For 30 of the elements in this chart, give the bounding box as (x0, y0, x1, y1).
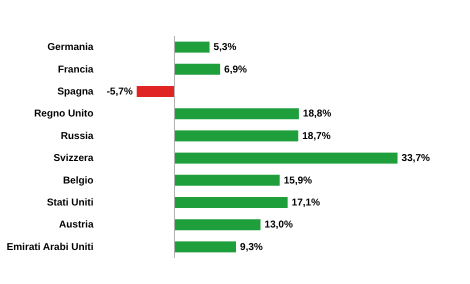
y-tick-label: Emirati Arabi Uniti (6, 242, 94, 253)
y-tick-label: Belgio (62, 175, 94, 186)
y-tick-label: Svizzera (53, 153, 94, 164)
bar (174, 130, 298, 142)
y-tick-label: Germania (47, 42, 94, 54)
data-label: 5,3% (214, 42, 236, 54)
data-label: 6,9% (224, 64, 248, 76)
bar (174, 197, 288, 208)
data-label: -5,7% (106, 86, 133, 98)
bar (136, 86, 174, 97)
y-tick-label: Austria (59, 220, 94, 231)
data-label: 17,1% (292, 198, 320, 208)
y-tick-label: Russia (60, 130, 94, 142)
bar (174, 64, 220, 75)
bar (174, 42, 210, 53)
y-tick-label: Francia (58, 64, 94, 76)
bar (174, 152, 398, 164)
y-tick-label: Stati Uniti (46, 198, 94, 208)
bar (174, 241, 236, 252)
bar (174, 174, 280, 186)
y-tick-label: Spagna (57, 86, 94, 98)
data-label: 9,3% (240, 242, 263, 253)
data-label: 13,0% (264, 220, 293, 231)
data-label: 33,7% (402, 153, 430, 164)
bar (174, 219, 261, 230)
bar (174, 108, 299, 120)
y-tick-label: Regno Unito (34, 108, 94, 120)
data-label: 18,8% (302, 108, 332, 120)
data-label: 18,7% (302, 130, 331, 142)
data-label: 15,9% (284, 175, 312, 186)
